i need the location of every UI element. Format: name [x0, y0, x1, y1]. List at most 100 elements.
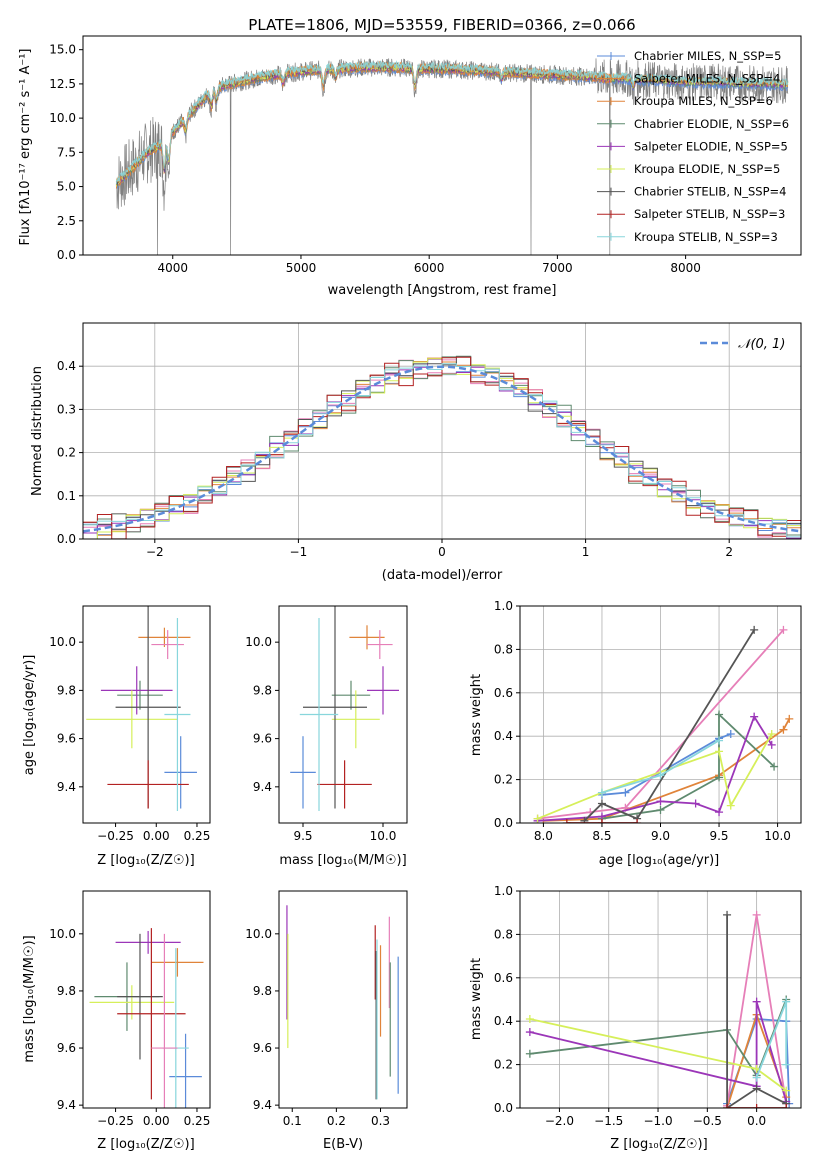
x-tick-label: 0.2: [327, 1114, 346, 1128]
y-tick-label: 0.6: [494, 686, 513, 700]
y-tick-label: 9.6: [57, 1041, 76, 1055]
age-vs-mass-panel: 9.5 10.0 9.4 9.6 9.8 10.0: [245, 605, 408, 843]
mass-vs-extinction-panel: 0.1 0.2 0.3 9.4 9.6 9.8 10.0: [245, 890, 408, 1128]
weight-point-marker: [525, 1028, 534, 1037]
weight-point-marker: [715, 808, 724, 817]
weight-point-marker: [782, 997, 791, 1006]
weight-point-marker: [726, 730, 735, 739]
residuals-ylabel: Normed distribution: [30, 366, 45, 496]
weight-point-marker: [597, 788, 606, 797]
weight-point-marker: [715, 747, 724, 756]
x-tick-label: 4000: [157, 261, 188, 275]
figure-title: PLATE=1806, MJD=53559, FIBERID=0366, z=0…: [248, 16, 635, 34]
y-tick-label: 10.0: [245, 635, 272, 649]
residuals-legend: 𝒩(0, 1): [700, 337, 785, 352]
residuals-xlabel: (data-model)/error: [382, 568, 503, 583]
spectrum-legend: Chabrier MILES, N_SSP=5 Salpeter MILES, N…: [597, 49, 789, 244]
mass-vs-extinction-xlabel: E(B-V): [323, 1137, 363, 1152]
x-tick-label: −2: [146, 545, 164, 559]
normal-distribution-curve: [83, 365, 801, 533]
data-layer: [83, 355, 801, 539]
y-tick-label: 0.2: [494, 773, 513, 787]
weight-point-marker: [656, 797, 665, 806]
axes-frame: [519, 890, 802, 1109]
weights-vs-metallicity-xlabel: Z [log₁₀(Z/Z☉)]: [610, 1137, 707, 1152]
x-tick-label: 0.25: [184, 829, 211, 843]
weight-point-marker: [633, 819, 642, 823]
x-tick-label: −0.25: [97, 1114, 134, 1128]
data-layer: [286, 905, 399, 1100]
y-tick-label: 0.1: [57, 489, 76, 503]
y-tick-label: 0.6: [494, 971, 513, 985]
model-kroupa-stelib-line: [115, 60, 789, 185]
weight-point-marker: [562, 819, 571, 823]
residuals-legend-label: 𝒩(0, 1): [738, 337, 785, 352]
weights-vs-age-ylabel: mass weight: [469, 674, 484, 756]
axes-frame: [278, 890, 408, 1109]
x-tick-label: 0.00: [143, 1114, 170, 1128]
x-tick-label: 9.5: [293, 829, 312, 843]
x-tick-label: 0.25: [184, 1114, 211, 1128]
y-tick-label: 9.4: [57, 780, 76, 794]
x-tick-label: 0.00: [143, 829, 170, 843]
spectrum-xlabel: wavelength [Angstrom, rest frame]: [328, 283, 557, 298]
x-tick-label: 8.5: [592, 829, 611, 843]
age-vs-metallicity-ylabel: age [log₁₀(age/yr)]: [22, 655, 37, 776]
x-tick-label: −1: [290, 545, 308, 559]
x-tick-label: −1.5: [594, 1114, 623, 1128]
y-tick-label: 9.8: [253, 984, 272, 998]
y-tick-label: 0.2: [57, 446, 76, 460]
weight-point-marker: [656, 805, 665, 814]
weight-series-line-4: [529, 1001, 788, 1102]
y-tick-label: 9.6: [253, 732, 272, 746]
weight-point-marker: [525, 1049, 534, 1058]
y-tick-label: 9.8: [57, 984, 76, 998]
data-layer: [525, 910, 794, 1108]
weight-point-marker: [779, 625, 788, 634]
weight-point-marker: [752, 1104, 761, 1108]
legend-label-chabrier-miles: Chabrier MILES, N_SSP=5: [634, 49, 781, 63]
x-tick-label: 2: [725, 545, 733, 559]
weight-point-marker: [785, 714, 794, 723]
x-tick-label: 1: [582, 545, 590, 559]
observed-spectrum-line: [115, 58, 789, 255]
y-tick-label: 0.8: [494, 927, 513, 941]
legend-label-salpeter-stelib: Salpeter STELIB, N_SSP=3: [634, 207, 785, 221]
weight-point-marker: [752, 997, 761, 1006]
y-tick-label: 0.8: [494, 642, 513, 656]
y-tick-label: 0.0: [57, 532, 76, 546]
weight-point-marker: [750, 712, 759, 721]
y-tick-label: 0.4: [57, 359, 76, 373]
x-tick-label: 8000: [670, 261, 701, 275]
age-vs-metallicity-xlabel: Z [log₁₀(Z/Z☉)]: [97, 853, 194, 868]
y-tick-label: 10.0: [49, 111, 76, 125]
data-layer: [115, 58, 789, 255]
weight-point-marker: [597, 799, 606, 808]
x-tick-label: 0.0: [747, 1114, 766, 1128]
y-tick-label: 9.4: [253, 780, 272, 794]
x-tick-label: 9.0: [651, 829, 670, 843]
y-tick-label: 9.6: [57, 732, 76, 746]
residuals-panel: −2 −1 0 1 2 0.0 0.1 0.2 0.3 0.4: [57, 322, 802, 559]
x-tick-label: 0.1: [283, 1114, 302, 1128]
mass-vs-metallicity-xlabel: Z [log₁₀(Z/Z☉)]: [97, 1137, 194, 1152]
y-tick-label: 1.0: [494, 884, 513, 898]
weights-vs-metallicity-ylabel: mass weight: [469, 958, 484, 1040]
residual-histogram-8: [83, 363, 801, 539]
weight-point-marker: [525, 1015, 534, 1024]
weight-point-marker: [580, 816, 589, 823]
weight-point-marker: [533, 814, 542, 823]
x-tick-label: −0.5: [693, 1114, 722, 1128]
data-layer: [89, 928, 204, 1108]
x-tick-label: 5000: [286, 261, 317, 275]
weight-point-marker: [752, 1073, 761, 1082]
y-tick-label: 0.3: [57, 402, 76, 416]
weight-point-marker: [597, 819, 606, 823]
legend-label-kroupa-miles: Kroupa MILES, N_SSP=6: [634, 94, 773, 108]
y-tick-label: 0.0: [57, 248, 76, 262]
y-tick-label: 9.4: [253, 1098, 272, 1112]
y-tick-label: 9.6: [253, 1041, 272, 1055]
y-tick-label: 0.4: [494, 1014, 513, 1028]
y-tick-label: 5.0: [57, 180, 76, 194]
